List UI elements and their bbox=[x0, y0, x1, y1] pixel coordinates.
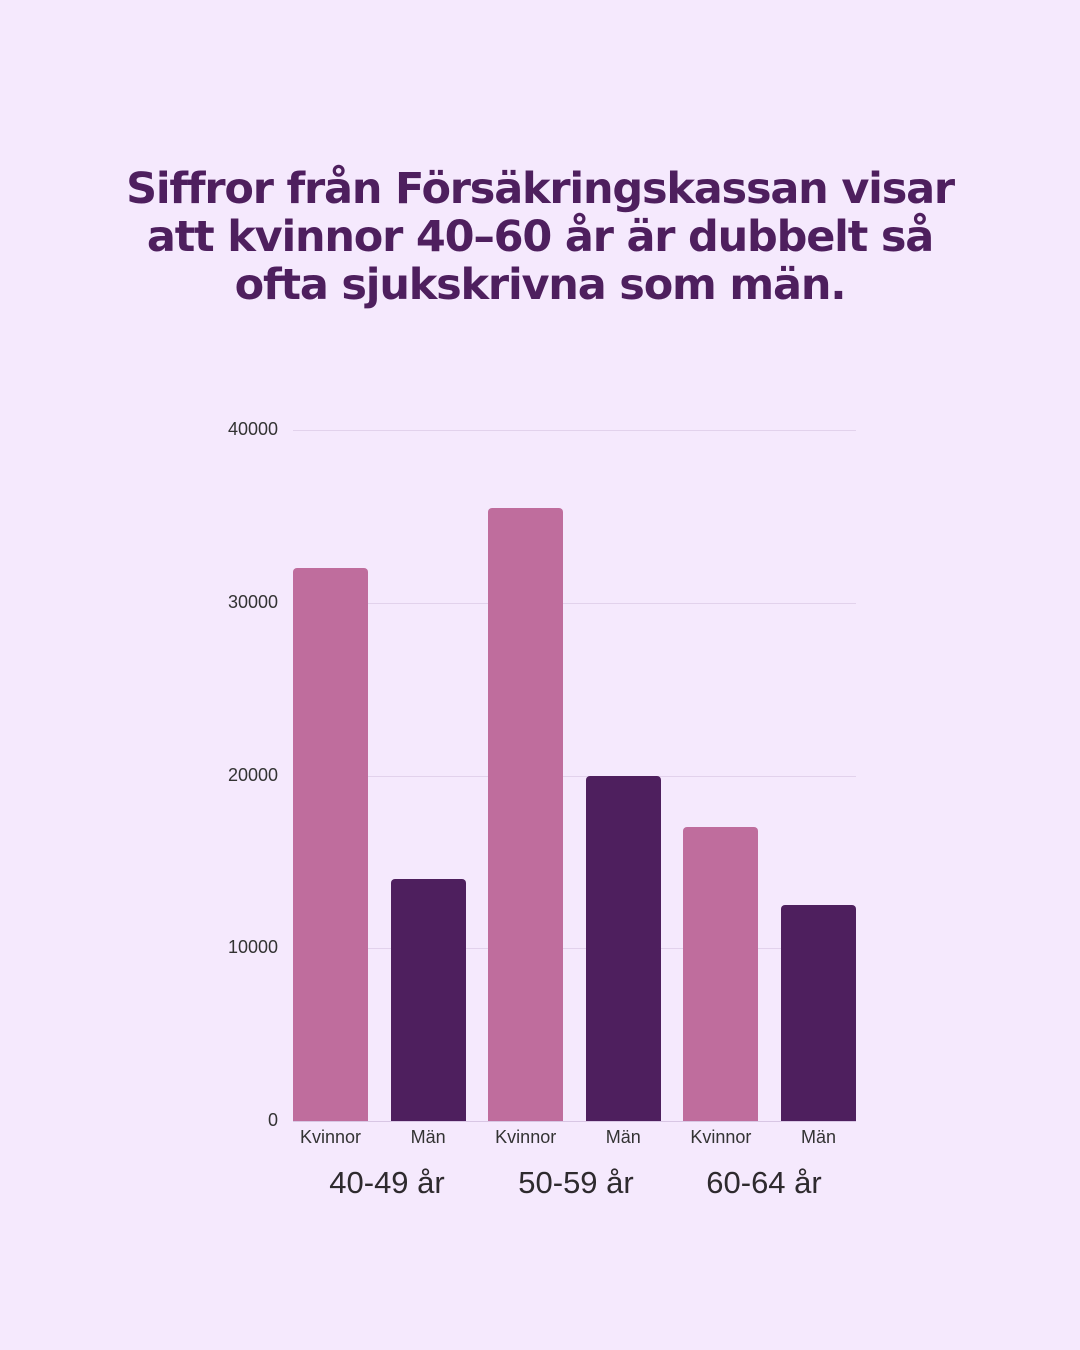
chart-title: Siffror från Försäkringskassan visar att… bbox=[126, 164, 955, 310]
y-axis-tick-label: 10000 bbox=[227, 937, 278, 958]
x-axis-category-label: Kvinnor bbox=[299, 1127, 362, 1147]
bar-kvinnor bbox=[293, 568, 368, 1121]
gridline bbox=[293, 775, 856, 777]
x-axis-category-label: Kvinnor bbox=[495, 1127, 557, 1147]
x-axis-category-label: Män bbox=[800, 1127, 836, 1147]
x-axis-category-label: Män bbox=[605, 1127, 641, 1147]
y-axis-tick-label: 0 bbox=[267, 1110, 278, 1130]
x-axis-line bbox=[293, 1121, 856, 1122]
gridline bbox=[293, 602, 856, 604]
bar-man bbox=[781, 905, 856, 1121]
x-axis-group-label: 60-64 år bbox=[706, 1165, 822, 1200]
bar-man bbox=[585, 775, 661, 1121]
x-axis-category-label: Kvinnor bbox=[690, 1127, 752, 1147]
x-axis-group-label: 40-49 år bbox=[329, 1165, 445, 1200]
x-axis-category-label: Män bbox=[410, 1127, 446, 1147]
y-axis-tick-label: 20000 bbox=[227, 764, 278, 785]
y-axis-tick-label: 40000 bbox=[227, 419, 278, 439]
gridline bbox=[293, 430, 856, 431]
bar-man bbox=[390, 879, 466, 1121]
bar-kvinnor bbox=[683, 827, 759, 1121]
y-axis-tick-label: 30000 bbox=[227, 591, 278, 612]
gridline bbox=[293, 948, 856, 950]
bar-kvinnor bbox=[488, 507, 564, 1121]
x-axis-group-label: 50-59 år bbox=[518, 1165, 634, 1200]
